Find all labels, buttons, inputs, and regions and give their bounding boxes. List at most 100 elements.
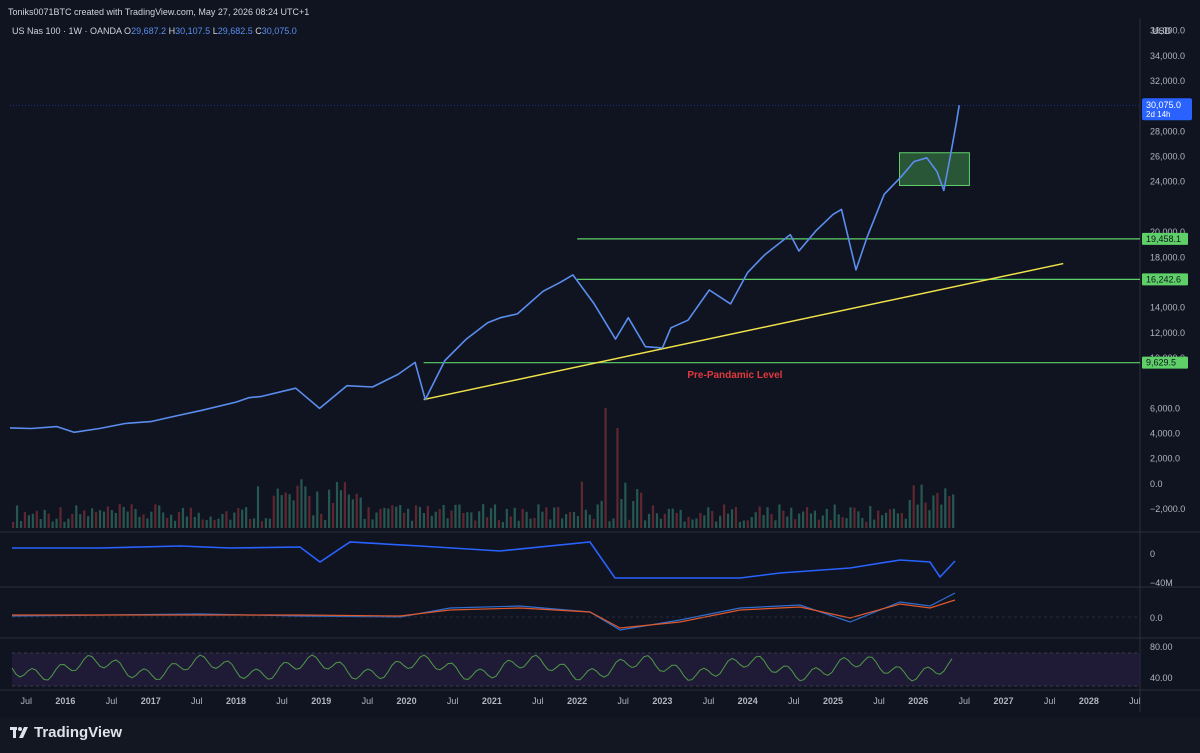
volume-bar — [106, 506, 109, 528]
countdown-label: 2d 14h — [1146, 110, 1170, 119]
volume-bar — [770, 514, 773, 528]
volume-bar — [525, 511, 528, 528]
volume-bar — [383, 507, 386, 528]
volume-bar — [134, 508, 137, 528]
volume-bar — [316, 491, 319, 528]
x-tick-label: Jul — [362, 696, 374, 706]
macd-line — [11, 592, 956, 631]
volume-bar — [146, 518, 149, 528]
volume-bar — [35, 510, 38, 528]
volume-bar — [39, 519, 42, 528]
volume-bar — [201, 519, 204, 528]
volume-bar — [264, 518, 267, 528]
volume-bar — [414, 505, 418, 528]
x-tick-label: 2028 — [1079, 696, 1099, 706]
volume-bar — [462, 512, 465, 528]
volume-bar — [418, 506, 422, 528]
ohlc-open-label: O — [124, 26, 132, 36]
volume-bar — [434, 511, 437, 528]
y-tick-label: 36,000.0 — [1150, 26, 1185, 36]
x-tick-label: Jul — [873, 696, 885, 706]
volume-bar — [489, 508, 493, 528]
volume-bar — [158, 505, 161, 528]
volume-bar — [825, 508, 828, 528]
volume-bar — [632, 500, 635, 528]
price-series-line — [9, 105, 960, 434]
y-tick-label: 20,000.0 — [1150, 227, 1185, 237]
volume-bar — [659, 518, 662, 528]
y-tick-label: 14,000.0 — [1150, 303, 1185, 313]
volume-bar — [474, 520, 477, 528]
volume-bar — [782, 510, 785, 528]
volume-bar — [256, 486, 260, 528]
volume-bar — [83, 510, 86, 528]
volume-bar — [177, 512, 181, 528]
volume-bar — [23, 511, 27, 528]
x-tick-label: 2024 — [738, 696, 758, 706]
volume-bar — [655, 513, 659, 528]
volume-bar — [667, 508, 670, 528]
x-tick-label: Jul — [447, 696, 459, 706]
indicator-tick-label: 40.00 — [1150, 673, 1173, 683]
volume-bar — [375, 512, 378, 528]
tradingview-logo-icon — [10, 727, 28, 738]
volume-bar — [31, 513, 34, 528]
volume-bar — [193, 516, 196, 528]
volume-bar — [320, 513, 323, 528]
volume-bar — [98, 510, 102, 528]
price-chart[interactable]: 36,000.0 34,000.0 32,000.0 28,000.0 26,000.0… — [0, 0, 1200, 718]
volume-bar — [430, 515, 433, 528]
volume-bar — [446, 518, 449, 528]
volume-bar — [671, 508, 674, 528]
volume-bar — [580, 481, 583, 528]
volume-bar — [276, 488, 279, 528]
volume-bar — [493, 504, 497, 528]
volume-bar — [233, 512, 236, 528]
volume-bar — [896, 513, 899, 528]
volume-bar — [592, 518, 595, 528]
volume-bar — [734, 507, 738, 528]
ohlc-close-label: C — [255, 26, 262, 36]
volume-bar — [181, 507, 185, 528]
volume-bar — [596, 504, 599, 528]
volume-bar — [209, 516, 212, 528]
volume-bar — [442, 504, 445, 528]
volume-bar — [746, 520, 749, 528]
y-tick-label: 18,000.0 — [1150, 252, 1185, 262]
x-tick-label: Jul — [788, 696, 800, 706]
volume-bar — [173, 520, 177, 528]
volume-bar — [162, 512, 165, 528]
volume-bar — [829, 519, 832, 528]
symbol-legend[interactable]: US Nas 100 · 1W · OANDA O29,687.2 H30,10… — [12, 26, 297, 36]
volume-bar — [513, 507, 516, 528]
volume-bar — [529, 518, 532, 528]
ohlc-high: 30,107.5 — [175, 26, 211, 36]
volume-bar — [794, 519, 797, 528]
volume-bar — [948, 496, 951, 528]
volume-bar — [837, 514, 840, 528]
x-tick-label: Jul — [106, 696, 118, 706]
volume-bar — [817, 519, 820, 528]
volume-bar — [391, 505, 394, 528]
volume-bar — [245, 507, 248, 528]
volume-bar — [833, 504, 836, 528]
volume-bar — [723, 504, 726, 528]
volume-bar — [904, 518, 907, 528]
tradingview-logo[interactable]: TradingView — [10, 724, 122, 741]
level-price-tag — [1142, 273, 1188, 286]
volume-bar — [185, 516, 188, 528]
volume-bar — [790, 507, 793, 528]
volume-bar — [537, 504, 540, 528]
volume-bar — [888, 509, 892, 528]
volume-bar — [71, 514, 74, 528]
volume-bar — [482, 504, 485, 528]
volume-bar — [821, 515, 824, 528]
volume-bar — [63, 521, 66, 528]
x-tick-label: 2023 — [652, 696, 672, 706]
x-tick-label: Jul — [1044, 696, 1056, 706]
volume-bar — [612, 518, 615, 528]
volume-bar — [549, 519, 552, 528]
volume-bar — [114, 512, 117, 528]
currency-label[interactable]: USD — [1152, 26, 1172, 36]
